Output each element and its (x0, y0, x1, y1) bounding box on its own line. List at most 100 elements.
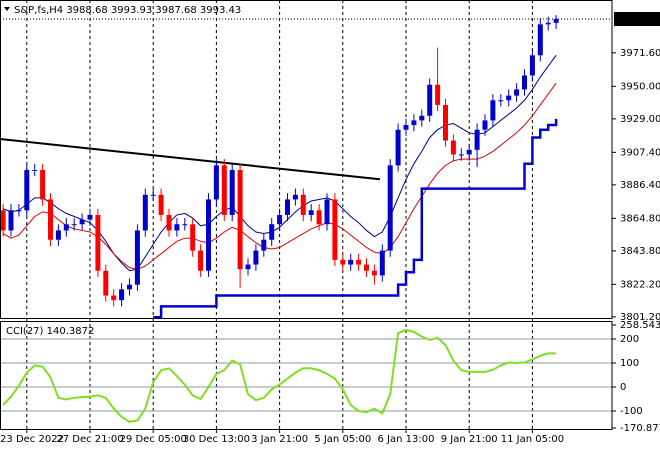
y-tick-label: 100 (620, 358, 639, 369)
y-tick-label: -100 (620, 406, 643, 417)
candle-body (111, 295, 117, 301)
candle-body (316, 210, 322, 225)
candle-body (458, 154, 464, 156)
y-tick-label: 3886.40 (620, 180, 660, 191)
candle-body (292, 194, 298, 200)
candle-body (95, 214, 101, 271)
candle-body (119, 289, 125, 301)
candle-body (443, 104, 448, 141)
candle-body (522, 75, 527, 90)
candle-body (379, 250, 385, 276)
chart-title: S&P,fs,H4 3988.68 3993.93 3987.68 3993.4… (14, 5, 241, 16)
candle-body (245, 264, 251, 270)
candle-body (277, 214, 283, 225)
x-tick-label: 11 Jan 05:00 (501, 434, 564, 445)
candle-body (55, 230, 61, 240)
candle-body (174, 224, 180, 231)
candle-body (127, 284, 132, 290)
candle-body (553, 19, 559, 23)
candle-body (103, 270, 109, 296)
y-tick-label: 3801.20 (620, 312, 660, 323)
x-tick-label: 30 Dec 13:00 (183, 434, 250, 445)
candle-body (71, 224, 77, 226)
candle-body (63, 224, 69, 231)
candle-body (537, 24, 543, 56)
candle-body (16, 210, 22, 212)
main-frame (0, 0, 613, 319)
candle-body (87, 214, 93, 220)
candle-body (182, 224, 188, 226)
candle-body (253, 250, 259, 265)
candle-body (190, 224, 196, 251)
candle-body (419, 115, 425, 121)
y-tick-label: 3864.80 (620, 213, 660, 224)
y-tick-label: 0 (620, 382, 626, 393)
candle-body (40, 170, 46, 200)
candle-body (79, 219, 85, 225)
candle-body (340, 259, 346, 265)
candle-body (403, 125, 409, 130)
cci-title: CCI(27) 140.3872 (6, 326, 94, 337)
candle-body (332, 199, 338, 260)
x-tick-label: 3 Jan 21:00 (251, 434, 308, 445)
candle-body (142, 194, 148, 231)
y-tick-label: 3950.00 (620, 81, 660, 92)
candle-body (198, 250, 204, 271)
candle-body (474, 129, 480, 150)
y-tick-label: 3929.00 (620, 114, 660, 125)
candle-body (545, 22, 551, 25)
x-tick-label: 29 Dec 05:00 (120, 434, 187, 445)
last-price-label: 3993.43 (618, 14, 659, 25)
candle-body (134, 230, 140, 285)
candle-body (371, 270, 377, 276)
candle-body (229, 170, 235, 215)
x-tick-label: 6 Jan 13:00 (378, 434, 435, 445)
cci-frame (0, 321, 613, 430)
y-tick-label: 3843.80 (620, 246, 660, 257)
candle-body (529, 55, 535, 76)
y-tick-label: 3822.20 (620, 279, 660, 290)
candle-body (482, 120, 488, 130)
y-tick-label: 3971.60 (620, 48, 660, 59)
candle-body (466, 149, 472, 155)
candle-body (269, 224, 275, 240)
candle-body (0, 210, 6, 231)
candle-body (498, 100, 504, 102)
candle-body (308, 210, 314, 215)
candle-body (285, 199, 290, 215)
candle-body (514, 89, 520, 96)
overlay-line (2, 82, 557, 270)
candle-body (324, 199, 330, 225)
x-tick-label: 23 Dec 2022 (0, 434, 64, 445)
candle-body (364, 264, 369, 271)
candle-body (8, 210, 14, 231)
candle-body (237, 170, 243, 270)
candle-body (261, 239, 267, 251)
candle-body (395, 129, 401, 166)
x-tick-label: 5 Jan 05:00 (314, 434, 371, 445)
candle-body (506, 95, 512, 101)
candle-body (32, 170, 38, 172)
y-tick-label: -170.8776 (620, 423, 660, 434)
candle-body (213, 165, 219, 200)
candle-body (450, 140, 456, 155)
candle-body (150, 194, 156, 196)
candle-body (356, 259, 362, 265)
candle-body (348, 259, 354, 265)
candle-body (387, 165, 393, 251)
overlay-line (153, 118, 558, 319)
candle-body (427, 84, 433, 116)
candle-body (300, 194, 306, 215)
trend-line (0, 138, 381, 181)
x-tick-label: 9 Jan 21:00 (441, 434, 498, 445)
candle-body (24, 170, 30, 211)
candle-body (490, 100, 496, 121)
candle-body (411, 120, 417, 126)
last-price-box (614, 12, 660, 27)
candle-body (206, 199, 211, 271)
y-tick-label: 3907.40 (620, 147, 660, 158)
candle-body (221, 165, 227, 215)
cci-line (2, 328, 557, 423)
title-marker (4, 7, 10, 11)
